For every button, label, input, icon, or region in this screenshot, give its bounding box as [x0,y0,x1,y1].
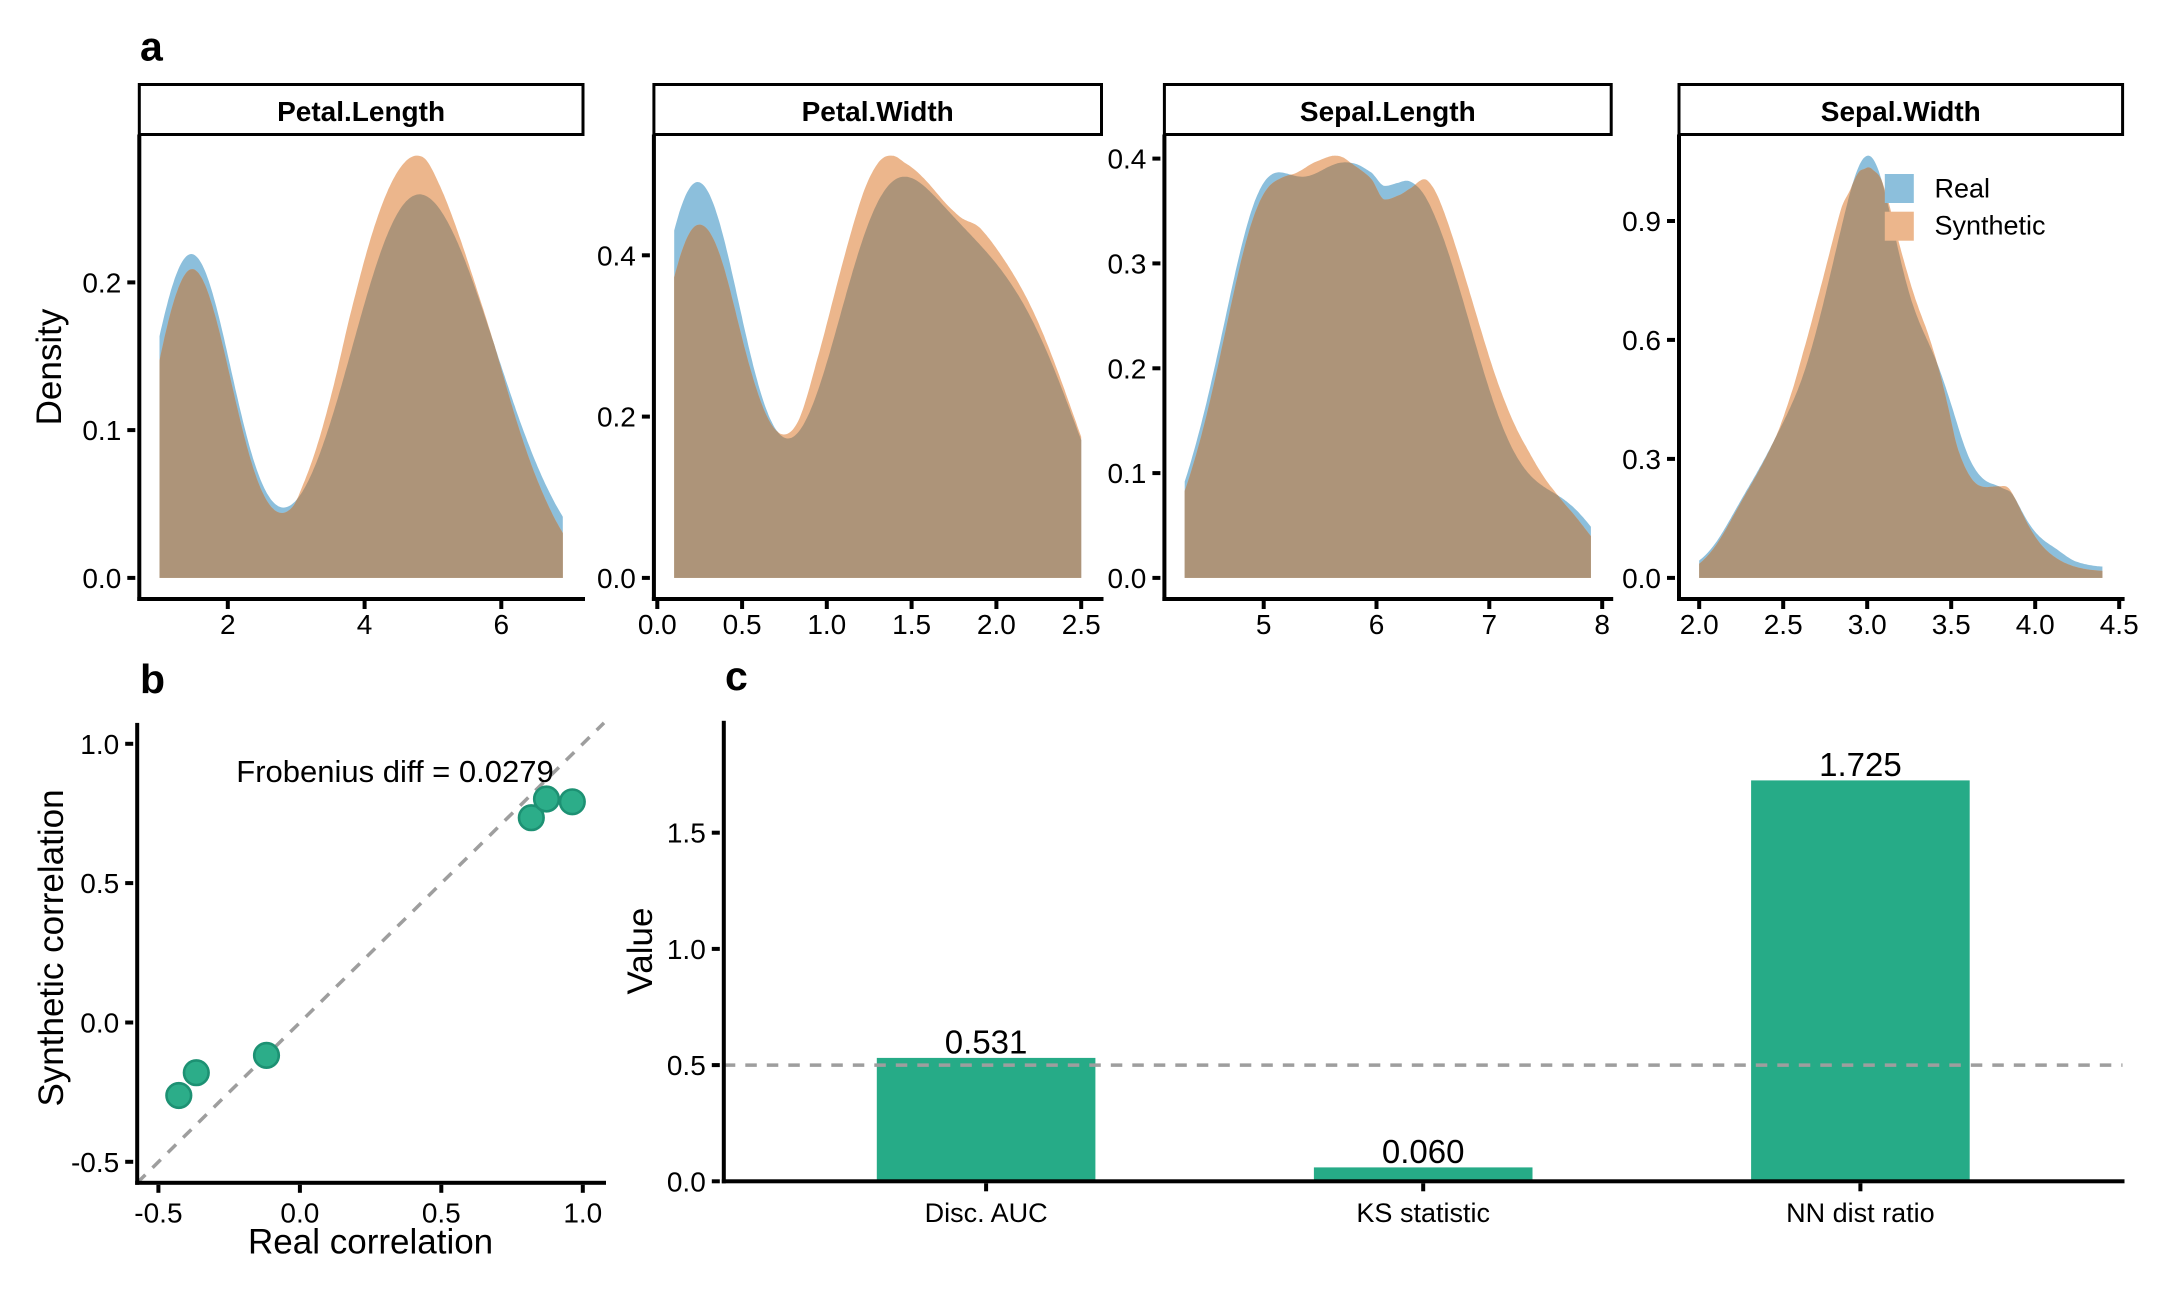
svg-text:7: 7 [1482,609,1498,640]
svg-text:0.531: 0.531 [945,1023,1028,1060]
svg-text:0.3: 0.3 [1107,248,1146,279]
svg-text:0.5: 0.5 [80,868,119,899]
svg-text:0.0: 0.0 [280,1198,319,1229]
svg-text:1.0: 1.0 [80,729,119,760]
svg-text:0.4: 0.4 [597,240,636,271]
svg-text:c: c [725,653,748,699]
svg-text:0.2: 0.2 [82,267,121,298]
svg-text:1.0: 1.0 [667,934,706,965]
svg-text:0.0: 0.0 [1622,563,1661,594]
svg-text:0.6: 0.6 [1622,325,1661,356]
svg-text:5: 5 [1256,609,1272,640]
svg-text:6: 6 [494,609,510,640]
svg-text:a: a [140,24,164,70]
svg-text:Density: Density [30,308,69,425]
svg-text:0.0: 0.0 [82,563,121,594]
svg-text:KS statistic: KS statistic [1356,1198,1490,1228]
svg-text:Petal.Length: Petal.Length [277,96,445,127]
svg-text:0.2: 0.2 [1107,353,1146,384]
svg-text:Petal.Width: Petal.Width [802,96,954,127]
svg-text:1.5: 1.5 [892,609,931,640]
svg-text:2.5: 2.5 [1062,609,1101,640]
svg-text:0.1: 0.1 [1107,458,1146,489]
svg-text:-0.5: -0.5 [71,1147,119,1178]
svg-text:1.5: 1.5 [667,818,706,849]
svg-text:8: 8 [1594,609,1610,640]
svg-text:0.0: 0.0 [638,609,677,640]
svg-text:0.0: 0.0 [597,563,636,594]
svg-text:NN dist ratio: NN dist ratio [1786,1198,1935,1228]
svg-text:6: 6 [1369,609,1385,640]
svg-text:4.5: 4.5 [2100,609,2139,640]
svg-text:1.725: 1.725 [1819,746,1902,783]
svg-text:0.0: 0.0 [1107,563,1146,594]
svg-text:0.5: 0.5 [667,1050,706,1081]
svg-text:2.0: 2.0 [1680,609,1719,640]
svg-text:b: b [140,656,165,702]
svg-text:Frobenius diff = 0.0279: Frobenius diff = 0.0279 [236,754,553,789]
svg-text:2: 2 [220,609,236,640]
svg-text:3.5: 3.5 [1932,609,1971,640]
svg-text:0.1: 0.1 [82,415,121,446]
svg-text:3.0: 3.0 [1848,609,1887,640]
svg-text:0.4: 0.4 [1107,144,1146,175]
svg-text:0.2: 0.2 [597,402,636,433]
svg-text:-0.5: -0.5 [134,1198,182,1229]
svg-text:0.0: 0.0 [80,1008,119,1039]
svg-text:Sepal.Length: Sepal.Length [1300,96,1476,127]
svg-text:0.060: 0.060 [1382,1133,1465,1170]
svg-text:0.9: 0.9 [1622,206,1661,237]
svg-text:0.0: 0.0 [667,1166,706,1197]
svg-text:0.3: 0.3 [1622,444,1661,475]
svg-text:Value: Value [621,908,660,995]
svg-text:Synthetic correlation: Synthetic correlation [32,789,71,1106]
svg-text:4: 4 [357,609,373,640]
svg-text:1.0: 1.0 [807,609,846,640]
svg-text:2.0: 2.0 [977,609,1016,640]
svg-text:Sepal.Width: Sepal.Width [1821,96,1981,127]
svg-text:Real: Real [1935,173,1991,203]
svg-text:0.5: 0.5 [422,1198,461,1229]
svg-text:Synthetic: Synthetic [1935,211,2046,241]
svg-text:1.0: 1.0 [563,1198,602,1229]
svg-text:Real correlation: Real correlation [248,1223,493,1262]
svg-text:4.0: 4.0 [2016,609,2055,640]
svg-text:2.5: 2.5 [1764,609,1803,640]
svg-text:0.5: 0.5 [723,609,762,640]
svg-text:Disc. AUC: Disc. AUC [925,1198,1048,1228]
